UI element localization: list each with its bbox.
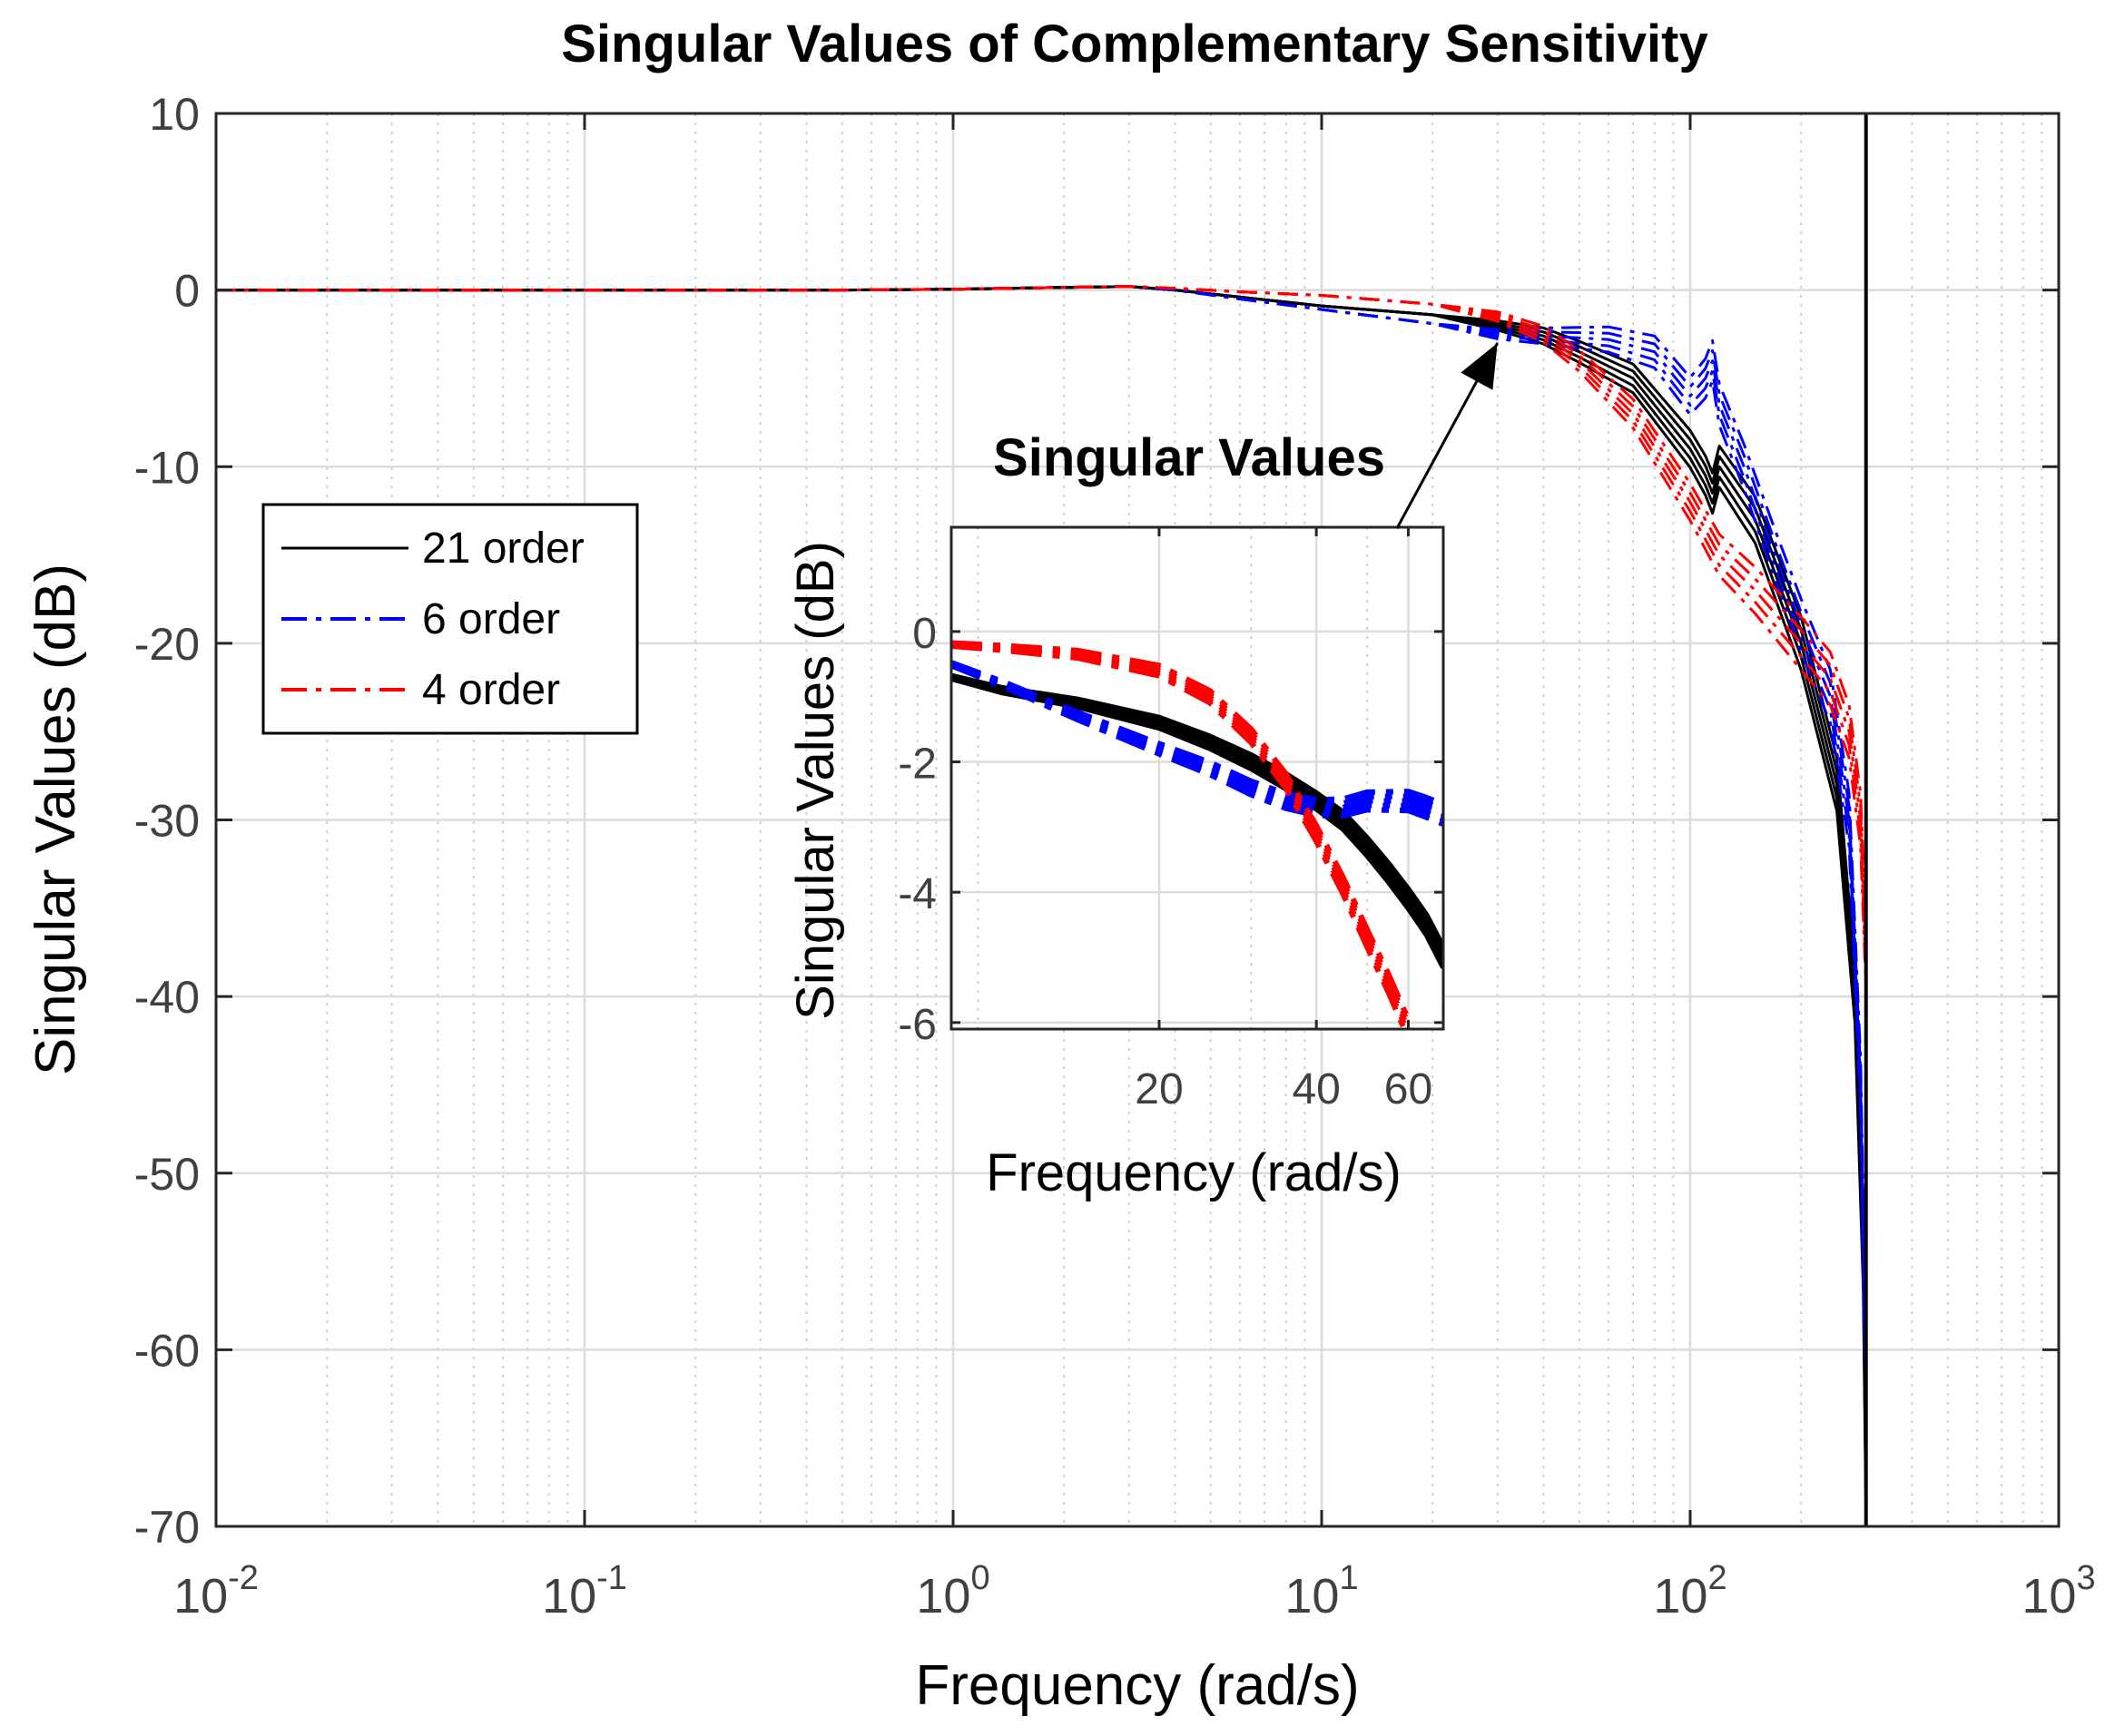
legend-label-21-order: 21 order (422, 525, 585, 573)
tick-base: 10 (916, 1569, 970, 1623)
main-series-line-4-order (216, 285, 1868, 936)
inset-series-line-6-order (951, 662, 1443, 822)
tick-exponent: -2 (228, 1559, 259, 1597)
inset-series-line-4-order (951, 640, 1412, 1021)
main-x-tick-label: 10-1 (542, 1559, 627, 1623)
tick-base: 10 (173, 1569, 228, 1623)
main-y-tick-label: -70 (134, 1502, 200, 1553)
main-y-tick-label: -50 (134, 1149, 200, 1200)
main-y-tick-label: -30 (134, 796, 200, 847)
tick-exponent: 0 (970, 1559, 989, 1597)
legend-box (261, 503, 639, 735)
main-x-tick-label: 103 (2022, 1559, 2095, 1623)
inset-series-line-4-order (951, 643, 1408, 1029)
inset-axes-frame (949, 525, 1445, 1031)
tick-exponent: 1 (1339, 1559, 1358, 1597)
inset-ticks: 0 -2 -4 -6 20 40 60 (898, 527, 1443, 1113)
inset-series-line-6-order (951, 662, 1443, 827)
inset-title: Singular Values (993, 428, 1385, 487)
tick-exponent: 3 (2076, 1559, 2095, 1597)
inset-x-axis-label: Frequency (rad/s) (986, 1143, 1402, 1202)
main-x-tick-label: 102 (1653, 1559, 1726, 1623)
inset-series-group (951, 640, 1443, 1029)
main-y-tick-label: 10 (149, 89, 200, 140)
main-x-tick-label: 100 (916, 1559, 989, 1623)
main-y-tick-label: -60 (134, 1325, 200, 1376)
main-y-tick-label: -40 (134, 972, 200, 1023)
inset-y-tick-label: -4 (898, 870, 937, 918)
tick-exponent: 2 (1707, 1559, 1726, 1597)
inset-series-line-21-order (951, 672, 1443, 949)
legend: 21 order 6 order 4 order (261, 503, 639, 735)
tick-base: 10 (542, 1569, 596, 1623)
main-series-group (216, 285, 1868, 1518)
legend-label-6-order: 6 order (422, 595, 560, 643)
annotation-arrow (1395, 342, 1500, 530)
inset-plot-area (951, 527, 1443, 1029)
inset-y-tick-label: -2 (898, 740, 937, 789)
inset-y-axis-label: Singular Values (dB) (786, 541, 845, 1020)
inset-x-tick-label: 40 (1292, 1065, 1340, 1113)
tick-base: 10 (2022, 1569, 2076, 1623)
legend-entry-4-order: 4 order (281, 666, 560, 714)
main-y-axis-label: Singular Values (dB) (25, 564, 87, 1075)
inset-chart: Singular Values 0 -2 -4 -6 20 40 60 Frequency … (786, 428, 1445, 1202)
legend-label-4-order: 4 order (422, 666, 560, 714)
inset-x-tick-label: 60 (1384, 1065, 1432, 1113)
main-x-axis-label: Frequency (rad/s) (915, 1654, 1359, 1717)
main-x-tick-label: 101 (1284, 1559, 1358, 1623)
main-y-tick-label: -20 (134, 619, 200, 670)
main-x-tick-label: 10-2 (173, 1559, 259, 1623)
main-y-tick-label: 0 (174, 266, 200, 317)
inset-y-tick-label: 0 (912, 610, 937, 658)
legend-entry-6-order: 6 order (281, 595, 560, 643)
annotation-arrow-head (1461, 343, 1498, 390)
tick-base: 10 (1653, 1569, 1707, 1623)
tick-exponent: -1 (596, 1559, 627, 1597)
inset-y-tick-label: -6 (898, 1001, 937, 1049)
inset-series-line-6-order (951, 662, 1443, 817)
inset-x-tick-label: 20 (1135, 1065, 1183, 1113)
main-y-tick-label: -10 (134, 442, 200, 493)
main-title: Singular Values of Complementary Sensiti… (561, 15, 1707, 74)
legend-entry-21-order: 21 order (281, 525, 585, 573)
tick-base: 10 (1284, 1569, 1339, 1623)
